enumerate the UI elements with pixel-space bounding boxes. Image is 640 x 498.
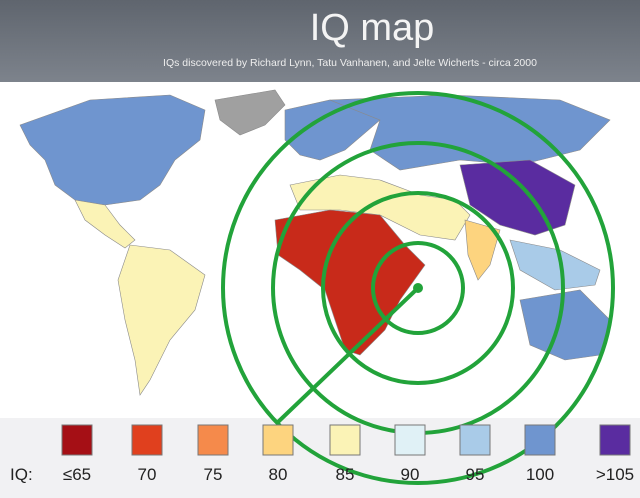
- legend-label: IQ:: [10, 465, 33, 484]
- legend-item-label: 85: [336, 465, 355, 484]
- legend: ≤65 70 75 80 85 90 95 100 >105: [61, 424, 634, 484]
- legend-item-label: ≤65: [63, 465, 91, 484]
- subtitle: IQs discovered by Richard Lynn, Tatu Van…: [163, 57, 537, 69]
- legend-swatch: [262, 424, 294, 456]
- legend-swatch: [131, 424, 163, 456]
- target-ring: [321, 191, 515, 385]
- legend-item-label: 75: [204, 465, 223, 484]
- legend-item-label: 70: [138, 465, 157, 484]
- legend-swatch: [197, 424, 229, 456]
- legend-item-label: 90: [401, 465, 420, 484]
- legend-swatch: [459, 424, 491, 456]
- south-america: [117, 244, 206, 396]
- greenland: [214, 89, 286, 136]
- north-america: [19, 94, 206, 206]
- legend-item-label: >105: [596, 465, 634, 484]
- target-line: [276, 286, 420, 424]
- legend-swatch: [524, 424, 556, 456]
- legend-item-label: 80: [269, 465, 288, 484]
- target-ring: [371, 241, 465, 335]
- legend-item-label: 95: [466, 465, 485, 484]
- target-ring: [221, 91, 615, 485]
- legend-item-label: 100: [526, 465, 554, 484]
- header-bg: [0, 0, 640, 82]
- central-america: [74, 199, 136, 249]
- legend-swatch: [599, 424, 631, 456]
- title: IQ map: [310, 7, 435, 49]
- legend-swatch: [394, 424, 426, 456]
- target-center: [413, 283, 423, 293]
- map: [19, 89, 611, 396]
- middle-east: [289, 174, 471, 241]
- legend-swatch: [329, 424, 361, 456]
- legend-swatch: [61, 424, 93, 456]
